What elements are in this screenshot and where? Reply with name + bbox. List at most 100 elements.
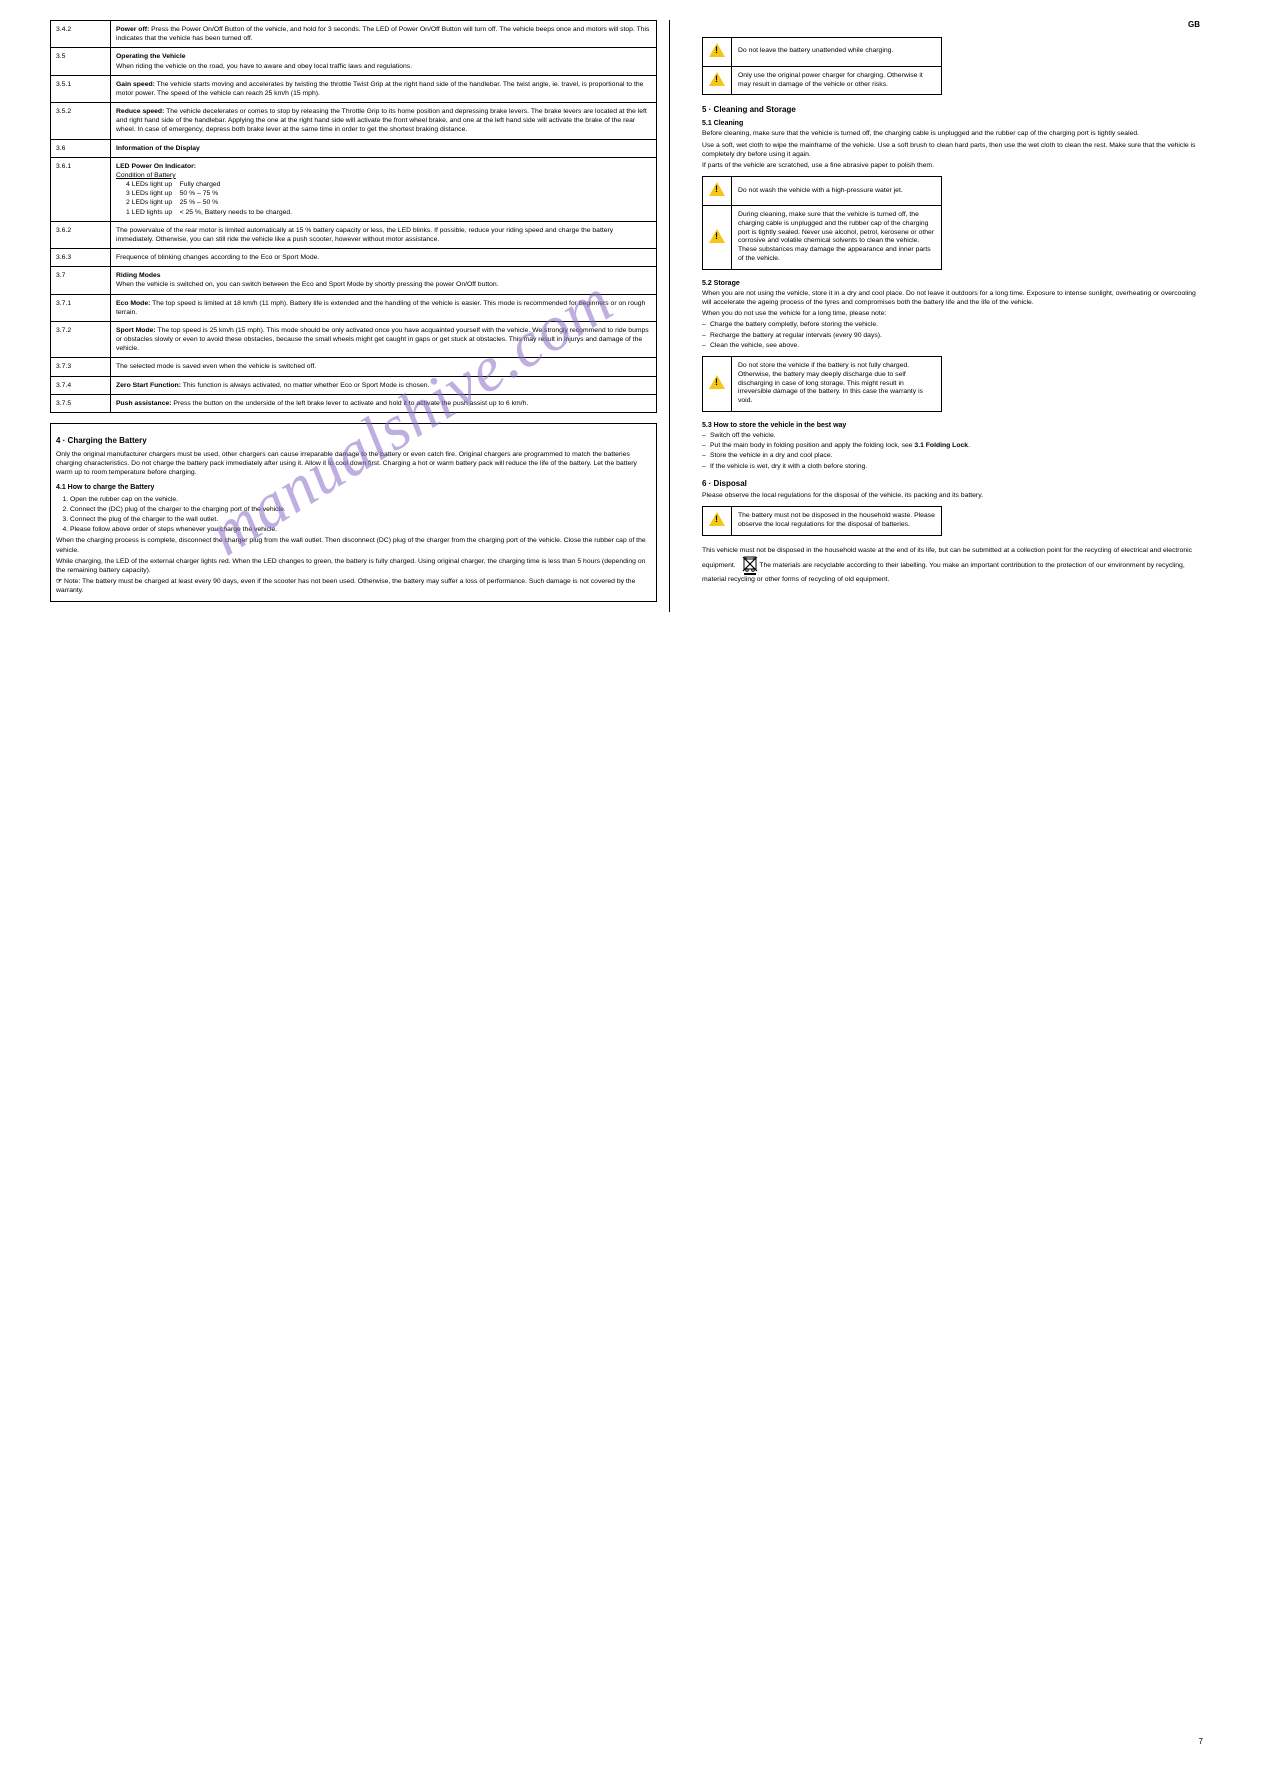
spec-row: 3.7.4Zero Start Function: This function …: [51, 376, 657, 394]
spec-row: 3.6.1LED Power On Indicator:Condition of…: [51, 157, 657, 221]
spec-key: 3.7.1: [51, 294, 111, 321]
cleaning-p3: If parts of the vehicle are scratched, u…: [702, 161, 1200, 170]
list-item: Put the main body in folding position an…: [702, 441, 1200, 450]
warning-text: Do not leave the battery unattended whil…: [732, 37, 942, 66]
charging-heading: 4 · Charging the Battery: [56, 436, 651, 447]
spec-val: Push assistance: Press the button on the…: [111, 394, 657, 412]
column-right: GB Do not leave the battery unattended w…: [690, 20, 1200, 586]
list-item: Connect the (DC) plug of the charger to …: [70, 505, 651, 514]
spec-val: Frequence of blinking changes according …: [111, 249, 657, 267]
spec-key: 3.5.2: [51, 103, 111, 140]
spec-key: 3.4.2: [51, 21, 111, 48]
list-item: Switch off the vehicle.: [702, 431, 1200, 440]
page-number: 7: [1199, 1737, 1203, 1746]
warning-icon: [703, 356, 732, 411]
lang-badge: GB: [702, 20, 1200, 31]
charging-disconnect: When the charging process is complete, d…: [56, 536, 651, 554]
warn-row: The battery must not be disposed in the …: [703, 506, 942, 535]
spec-key: 3.7.3: [51, 358, 111, 376]
spec-row: 3.5Operating the VehicleWhen riding the …: [51, 48, 657, 75]
charging-note-text: Note: The battery must be charged at lea…: [56, 578, 635, 594]
warn-row: During cleaning, make sure that the vehi…: [703, 205, 942, 269]
columns: 3.4.2Power off: Press the Power On/Off B…: [50, 20, 1215, 612]
warning-text: The battery must not be disposed in the …: [732, 506, 942, 535]
spec-val: Operating the VehicleWhen riding the veh…: [111, 48, 657, 75]
spec-val: Eco Mode: The top speed is limited at 18…: [111, 294, 657, 321]
storage-best-list: Switch off the vehicle.Put the main body…: [702, 431, 1200, 471]
spec-row: 3.7Riding ModesWhen the vehicle is switc…: [51, 267, 657, 294]
charging-steps: Open the rubber cap on the vehicle.Conne…: [56, 495, 651, 535]
disposal-p1: Please observe the local regulations for…: [702, 491, 1200, 500]
charging-sub-heading: 4.1 How to charge the Battery: [56, 483, 651, 492]
warning-text: Do not store the vehicle if the battery …: [732, 356, 942, 411]
spec-row: 3.7.5Push assistance: Press the button o…: [51, 394, 657, 412]
spec-row: 3.6.3Frequence of blinking changes accor…: [51, 249, 657, 267]
spec-val: The powervalue of the rear motor is limi…: [111, 221, 657, 248]
list-item: Charge the battery completly, before sto…: [702, 320, 1200, 329]
list-item: Please follow above order of steps whene…: [70, 525, 651, 534]
spec-val: Information of the Display: [111, 139, 657, 157]
charging-note: ☞ Note: The battery must be charged at l…: [56, 577, 651, 595]
warn-table-1: Do not leave the battery unattended whil…: [702, 37, 942, 96]
charging-box: 4 · Charging the Battery Only the origin…: [50, 423, 657, 602]
spec-row: 3.7.2Sport Mode: The top speed is 25 km/…: [51, 321, 657, 358]
warning-icon: [703, 177, 732, 206]
spec-row: 3.7.1Eco Mode: The top speed is limited …: [51, 294, 657, 321]
disposal-heading: 6 · Disposal: [702, 479, 1200, 488]
spec-key: 3.7.4: [51, 376, 111, 394]
spec-val: The selected mode is saved even when the…: [111, 358, 657, 376]
column-left: 3.4.2Power off: Press the Power On/Off B…: [50, 20, 670, 612]
warn-row: Do not leave the battery unattended whil…: [703, 37, 942, 66]
spec-key: 3.7.2: [51, 321, 111, 358]
storage-best-heading: 5.3 How to store the vehicle in the best…: [702, 422, 1200, 429]
spec-val: Power off: Press the Power On/Off Button…: [111, 21, 657, 48]
spec-row: 3.5.1Gain speed: The vehicle starts movi…: [51, 75, 657, 102]
warn-table-2: Do not wash the vehicle with a high-pres…: [702, 176, 942, 270]
spec-val: LED Power On Indicator:Condition of Batt…: [111, 157, 657, 221]
spec-key: 3.6: [51, 139, 111, 157]
storage-list: Charge the battery completly, before sto…: [702, 320, 1200, 350]
disposal-p2: This vehicle must not be disposed in the…: [702, 546, 1200, 584]
charging-intro: Only the original manufacturer chargers …: [56, 450, 651, 478]
weee-icon: [742, 555, 758, 575]
spec-row: 3.4.2Power off: Press the Power On/Off B…: [51, 21, 657, 48]
spec-val: Reduce speed: The vehicle decelerates or…: [111, 103, 657, 140]
warning-icon: [703, 37, 732, 66]
disposal-p2-post: The materials are recyclable according t…: [702, 562, 1185, 583]
cleaning-p1: Before cleaning, make sure that the vehi…: [702, 129, 1200, 138]
spec-key: 3.5.1: [51, 75, 111, 102]
spec-key: 3.6.1: [51, 157, 111, 221]
warning-text: Do not wash the vehicle with a high-pres…: [732, 177, 942, 206]
warning-icon: [703, 506, 732, 535]
cleaning-storage-heading: 5 · Cleaning and Storage: [702, 105, 1200, 114]
warn-row: Only use the original power charger for …: [703, 66, 942, 95]
spec-row: 3.5.2Reduce speed: The vehicle decelerat…: [51, 103, 657, 140]
spec-key: 3.7.5: [51, 394, 111, 412]
box-content: 4 · Charging the Battery Only the origin…: [51, 423, 657, 601]
spec-key: 3.6.3: [51, 249, 111, 267]
list-item: Connect the plug of the charger to the w…: [70, 515, 651, 524]
spec-key: 3.5: [51, 48, 111, 75]
note-icon: ☞: [56, 578, 64, 585]
cleaning-heading: 5.1 Cleaning: [702, 120, 1200, 127]
spec-val: Riding ModesWhen the vehicle is switched…: [111, 267, 657, 294]
list-item: Store the vehicle in a dry and cool plac…: [702, 451, 1200, 460]
warn-row: Do not wash the vehicle with a high-pres…: [703, 177, 942, 206]
list-item: If the vehicle is wet, dry it with a clo…: [702, 462, 1200, 471]
spec-val: Zero Start Function: This function is al…: [111, 376, 657, 394]
storage-p1: When you are not using the vehicle, stor…: [702, 289, 1200, 307]
warning-icon: [703, 66, 732, 95]
page: 3.4.2Power off: Press the Power On/Off B…: [50, 20, 1215, 612]
spec-row: 3.6.2The powervalue of the rear motor is…: [51, 221, 657, 248]
spec-key: 3.7: [51, 267, 111, 294]
storage-heading: 5.2 Storage: [702, 280, 1200, 287]
warn-row: Do not store the vehicle if the battery …: [703, 356, 942, 411]
spec-rows: 3.4.2Power off: Press the Power On/Off B…: [51, 21, 657, 413]
list-item: Open the rubber cap on the vehicle.: [70, 495, 651, 504]
list-item: Clean the vehicle, see above.: [702, 341, 1200, 350]
spec-val: Gain speed: The vehicle starts moving an…: [111, 75, 657, 102]
cleaning-p2: Use a soft, wet cloth to wipe the mainfr…: [702, 141, 1200, 159]
spec-row: 3.7.3The selected mode is saved even whe…: [51, 358, 657, 376]
spec-row: 3.6Information of the Display: [51, 139, 657, 157]
warning-text: Only use the original power charger for …: [732, 66, 942, 95]
